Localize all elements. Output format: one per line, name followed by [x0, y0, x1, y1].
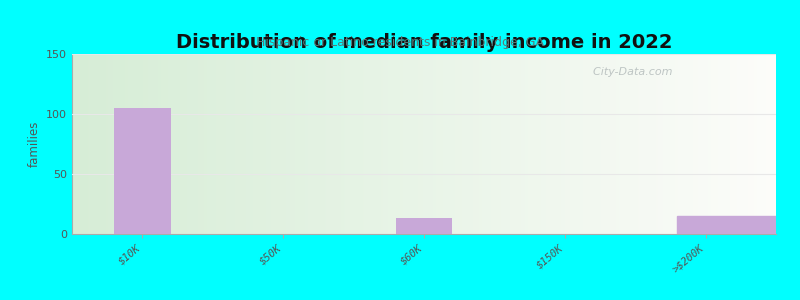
- Bar: [114, 108, 170, 234]
- Title: Distribution of median family income in 2022: Distribution of median family income in …: [176, 33, 672, 52]
- Text: Hispanic or Latino residents in Bainbridge, GA: Hispanic or Latino residents in Bainbrid…: [256, 36, 544, 49]
- Bar: [396, 218, 452, 234]
- Y-axis label: families: families: [27, 121, 41, 167]
- Text: City-Data.com: City-Data.com: [586, 67, 673, 76]
- Bar: [678, 216, 776, 234]
